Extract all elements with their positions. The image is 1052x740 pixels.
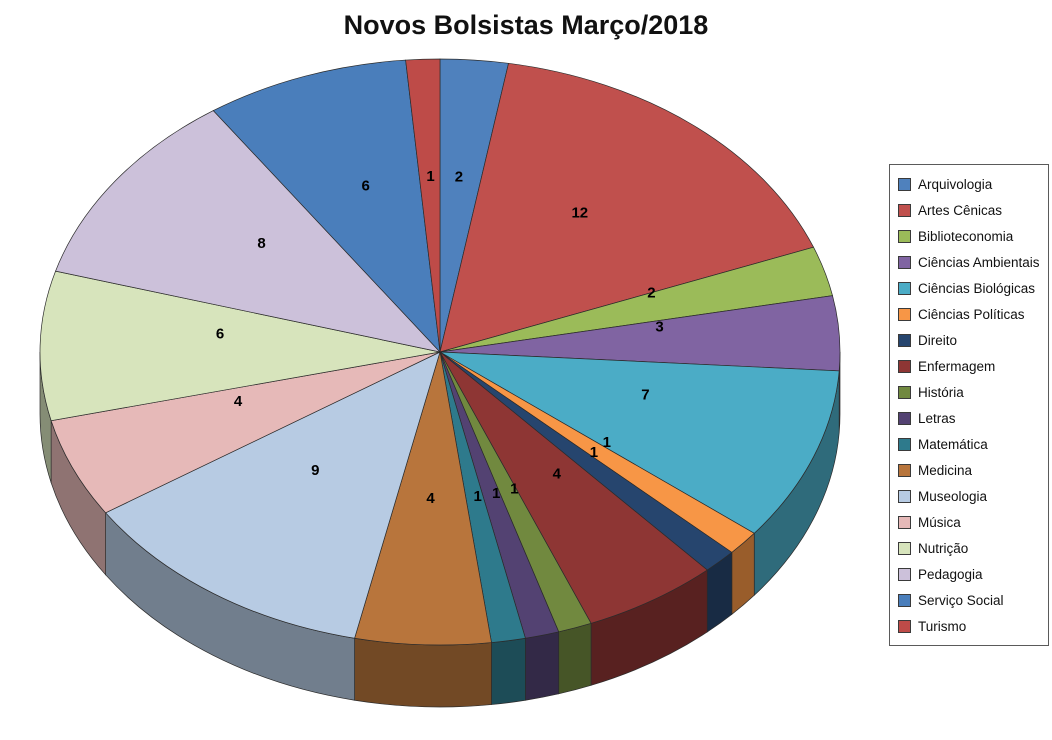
legend-label: Ciências Ambientais [918,254,1040,270]
legend-swatch [898,281,911,295]
slice-value-label: 6 [362,177,370,194]
pie-slice [405,58,441,353]
legend-item: Serviço Social [898,587,1042,613]
slice-value-label: 1 [510,481,518,498]
legend-swatch [898,541,911,555]
legend-item: Biblioteconomia [898,223,1042,249]
legend-item: Ciências Biológicas [898,275,1042,301]
legend-swatch [898,255,911,269]
pie-slice-side [354,637,492,708]
slice-value-label: 12 [571,205,588,222]
slice-value-label: 8 [257,235,265,252]
legend-item: Artes Cênicas [898,197,1042,223]
legend-label: Matemática [918,436,988,452]
legend-label: Letras [918,410,956,426]
legend-label: Música [918,514,961,530]
slice-value-label: 1 [474,488,482,505]
legend-item: Música [898,509,1042,535]
legend-swatch [898,333,911,347]
legend-label: Turismo [918,618,967,634]
legend-label: Ciências Políticas [918,306,1025,322]
legend-label: Museologia [918,488,988,504]
slice-value-label: 4 [426,490,435,507]
slice-value-label: 3 [655,319,663,336]
legend-label: Serviço Social [918,592,1004,608]
legend-label: Artes Cênicas [918,202,1003,218]
pie-slice-side [525,631,560,701]
pie-slice [354,351,492,646]
legend-swatch [898,385,911,399]
legend-item: Enfermagem [898,353,1042,379]
legend-item: Nutrição [898,535,1042,561]
legend-swatch [898,567,911,581]
legend-item: Matemática [898,431,1042,457]
legend-label: Pedagogia [918,566,983,582]
legend-item: História [898,379,1042,405]
slice-value-label: 2 [455,168,463,185]
legend-label: Medicina [918,462,973,478]
pie-slice-side [491,637,526,705]
legend-label: Arquivologia [918,176,993,192]
pie-slice [439,351,708,624]
slice-value-label: 1 [426,168,434,185]
slice-value-label: 6 [216,325,224,342]
legend-item: Pedagogia [898,561,1042,587]
chart-title: Novos Bolsistas Março/2018 [343,10,709,40]
legend-label: Ciências Biológicas [918,280,1036,296]
legend-swatch [898,515,911,529]
legend-swatch [898,619,911,633]
slice-value-label: 4 [234,393,243,410]
legend-label: Nutrição [918,540,969,556]
legend-swatch [898,593,911,607]
pie-slice [439,351,840,534]
legend-label: Biblioteconomia [918,228,1014,244]
legend-item: Ciências Políticas [898,301,1042,327]
pie-slice [212,59,441,354]
legend-swatch [898,411,911,425]
slice-value-label: 7 [641,387,649,404]
pie-slice [105,351,441,639]
legend-item: Turismo [898,613,1042,639]
legend: Arquivologia Artes Cênicas Biblioteconomia… [889,164,1049,646]
slice-value-label: 9 [311,462,319,479]
legend-item: Arquivologia [898,171,1042,197]
pie-slice [50,351,441,514]
slice-value-label: 1 [603,434,611,451]
legend-swatch [898,229,911,243]
slice-value-label: 1 [590,444,598,461]
legend-swatch [898,307,911,321]
legend-swatch [898,359,911,373]
pie-slice [55,110,442,353]
slice-value-label: 1 [492,485,500,502]
pie-slice-side [558,622,592,695]
legend-swatch [898,203,911,217]
legend-label: História [918,384,964,400]
legend-item: Museologia [898,483,1042,509]
slice-value-label: 4 [553,466,562,483]
legend-label: Enfermagem [918,358,996,374]
pie-slice [439,62,815,353]
legend-item: Medicina [898,457,1042,483]
legend-swatch [898,463,911,477]
legend-item: Direito [898,327,1042,353]
legend-item: Letras [898,405,1042,431]
legend-swatch [898,489,911,503]
legend-swatch [898,437,911,451]
slice-value-label: 2 [647,284,655,301]
legend-item: Ciências Ambientais [898,249,1042,275]
legend-swatch [898,177,911,191]
pie-slice [39,270,441,422]
legend-label: Direito [918,332,958,348]
